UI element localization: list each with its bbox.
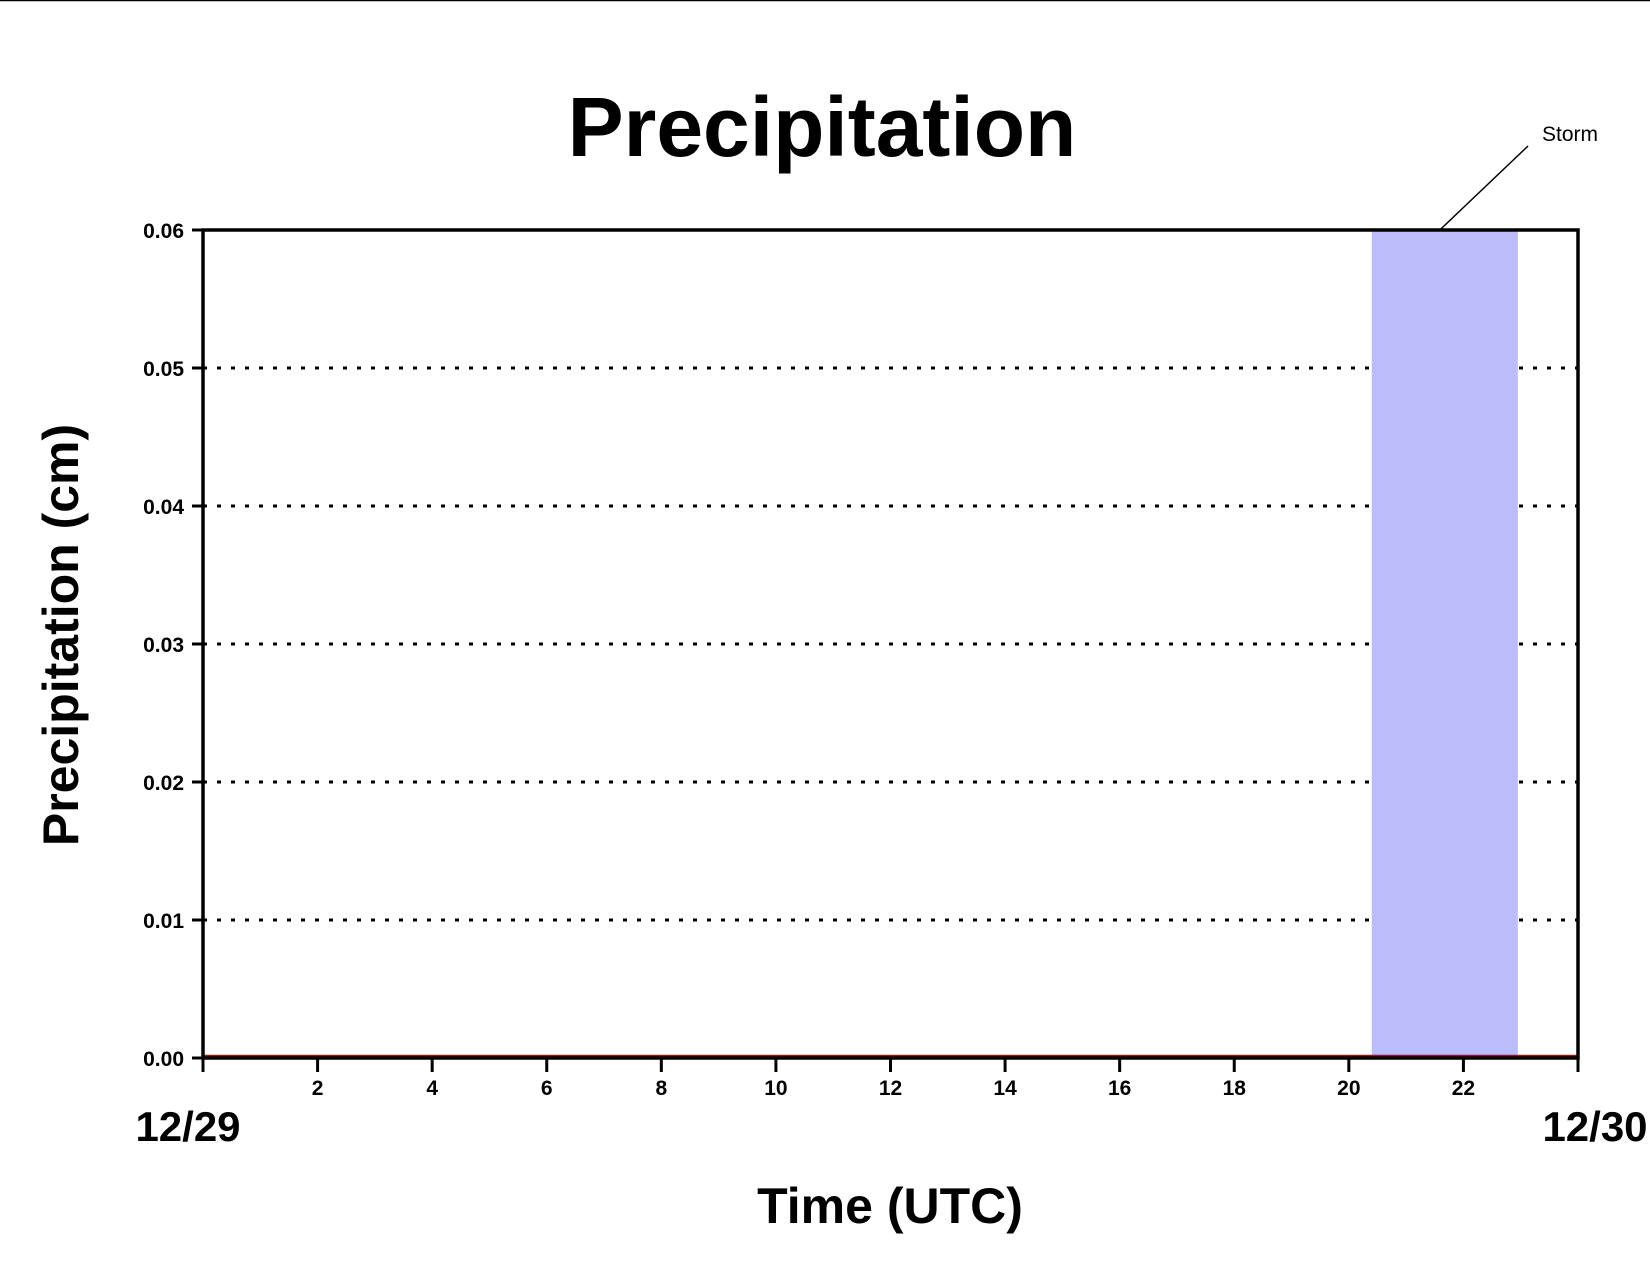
x-tick-label: 12 — [879, 1077, 902, 1100]
x-tick-label: 6 — [541, 1077, 553, 1100]
x-tick-label: 20 — [1337, 1077, 1360, 1100]
x-tick-label: 8 — [655, 1077, 667, 1100]
y-tick-label: 0.03 — [143, 634, 184, 657]
x-tick-label: 2 — [312, 1077, 324, 1100]
x-tick-label: 4 — [426, 1077, 438, 1100]
storm-annotation-leader-line — [1439, 145, 1529, 231]
x-axis-ticks: 2 4 6 8 10 12 14 16 18 20 22 — [201, 1058, 1580, 1100]
y-tick-label: 0.01 — [143, 910, 184, 933]
x-axis-label: Time (UTC) — [757, 1178, 1023, 1234]
storm-annotation-label: Storm — [1542, 123, 1598, 146]
x-tick-label: 10 — [764, 1077, 787, 1100]
x-tick-label: 14 — [993, 1077, 1017, 1100]
x-tick-label: 22 — [1452, 1077, 1475, 1100]
y-tick-label: 0.05 — [143, 358, 184, 381]
y-tick-label: 0.02 — [143, 772, 184, 795]
x-tick-label: 18 — [1223, 1077, 1247, 1100]
gridlines — [203, 366, 1578, 922]
y-tick-label: 0.00 — [143, 1048, 184, 1071]
chart-title: Precipitation — [568, 80, 1077, 174]
y-tick-label: 0.06 — [143, 220, 184, 243]
y-axis-label: Precipitation (cm) — [33, 424, 89, 846]
x-tick-label: 16 — [1108, 1077, 1131, 1100]
storm-shaded-region — [1371, 230, 1518, 1058]
x-date-label-start: 12/29 — [135, 1103, 240, 1150]
y-axis-ticks: 0.00 0.01 0.02 0.03 0.04 0.05 0.06 — [143, 220, 203, 1071]
y-tick-label: 0.04 — [143, 496, 184, 519]
x-date-label-end: 12/30 — [1542, 1103, 1647, 1150]
